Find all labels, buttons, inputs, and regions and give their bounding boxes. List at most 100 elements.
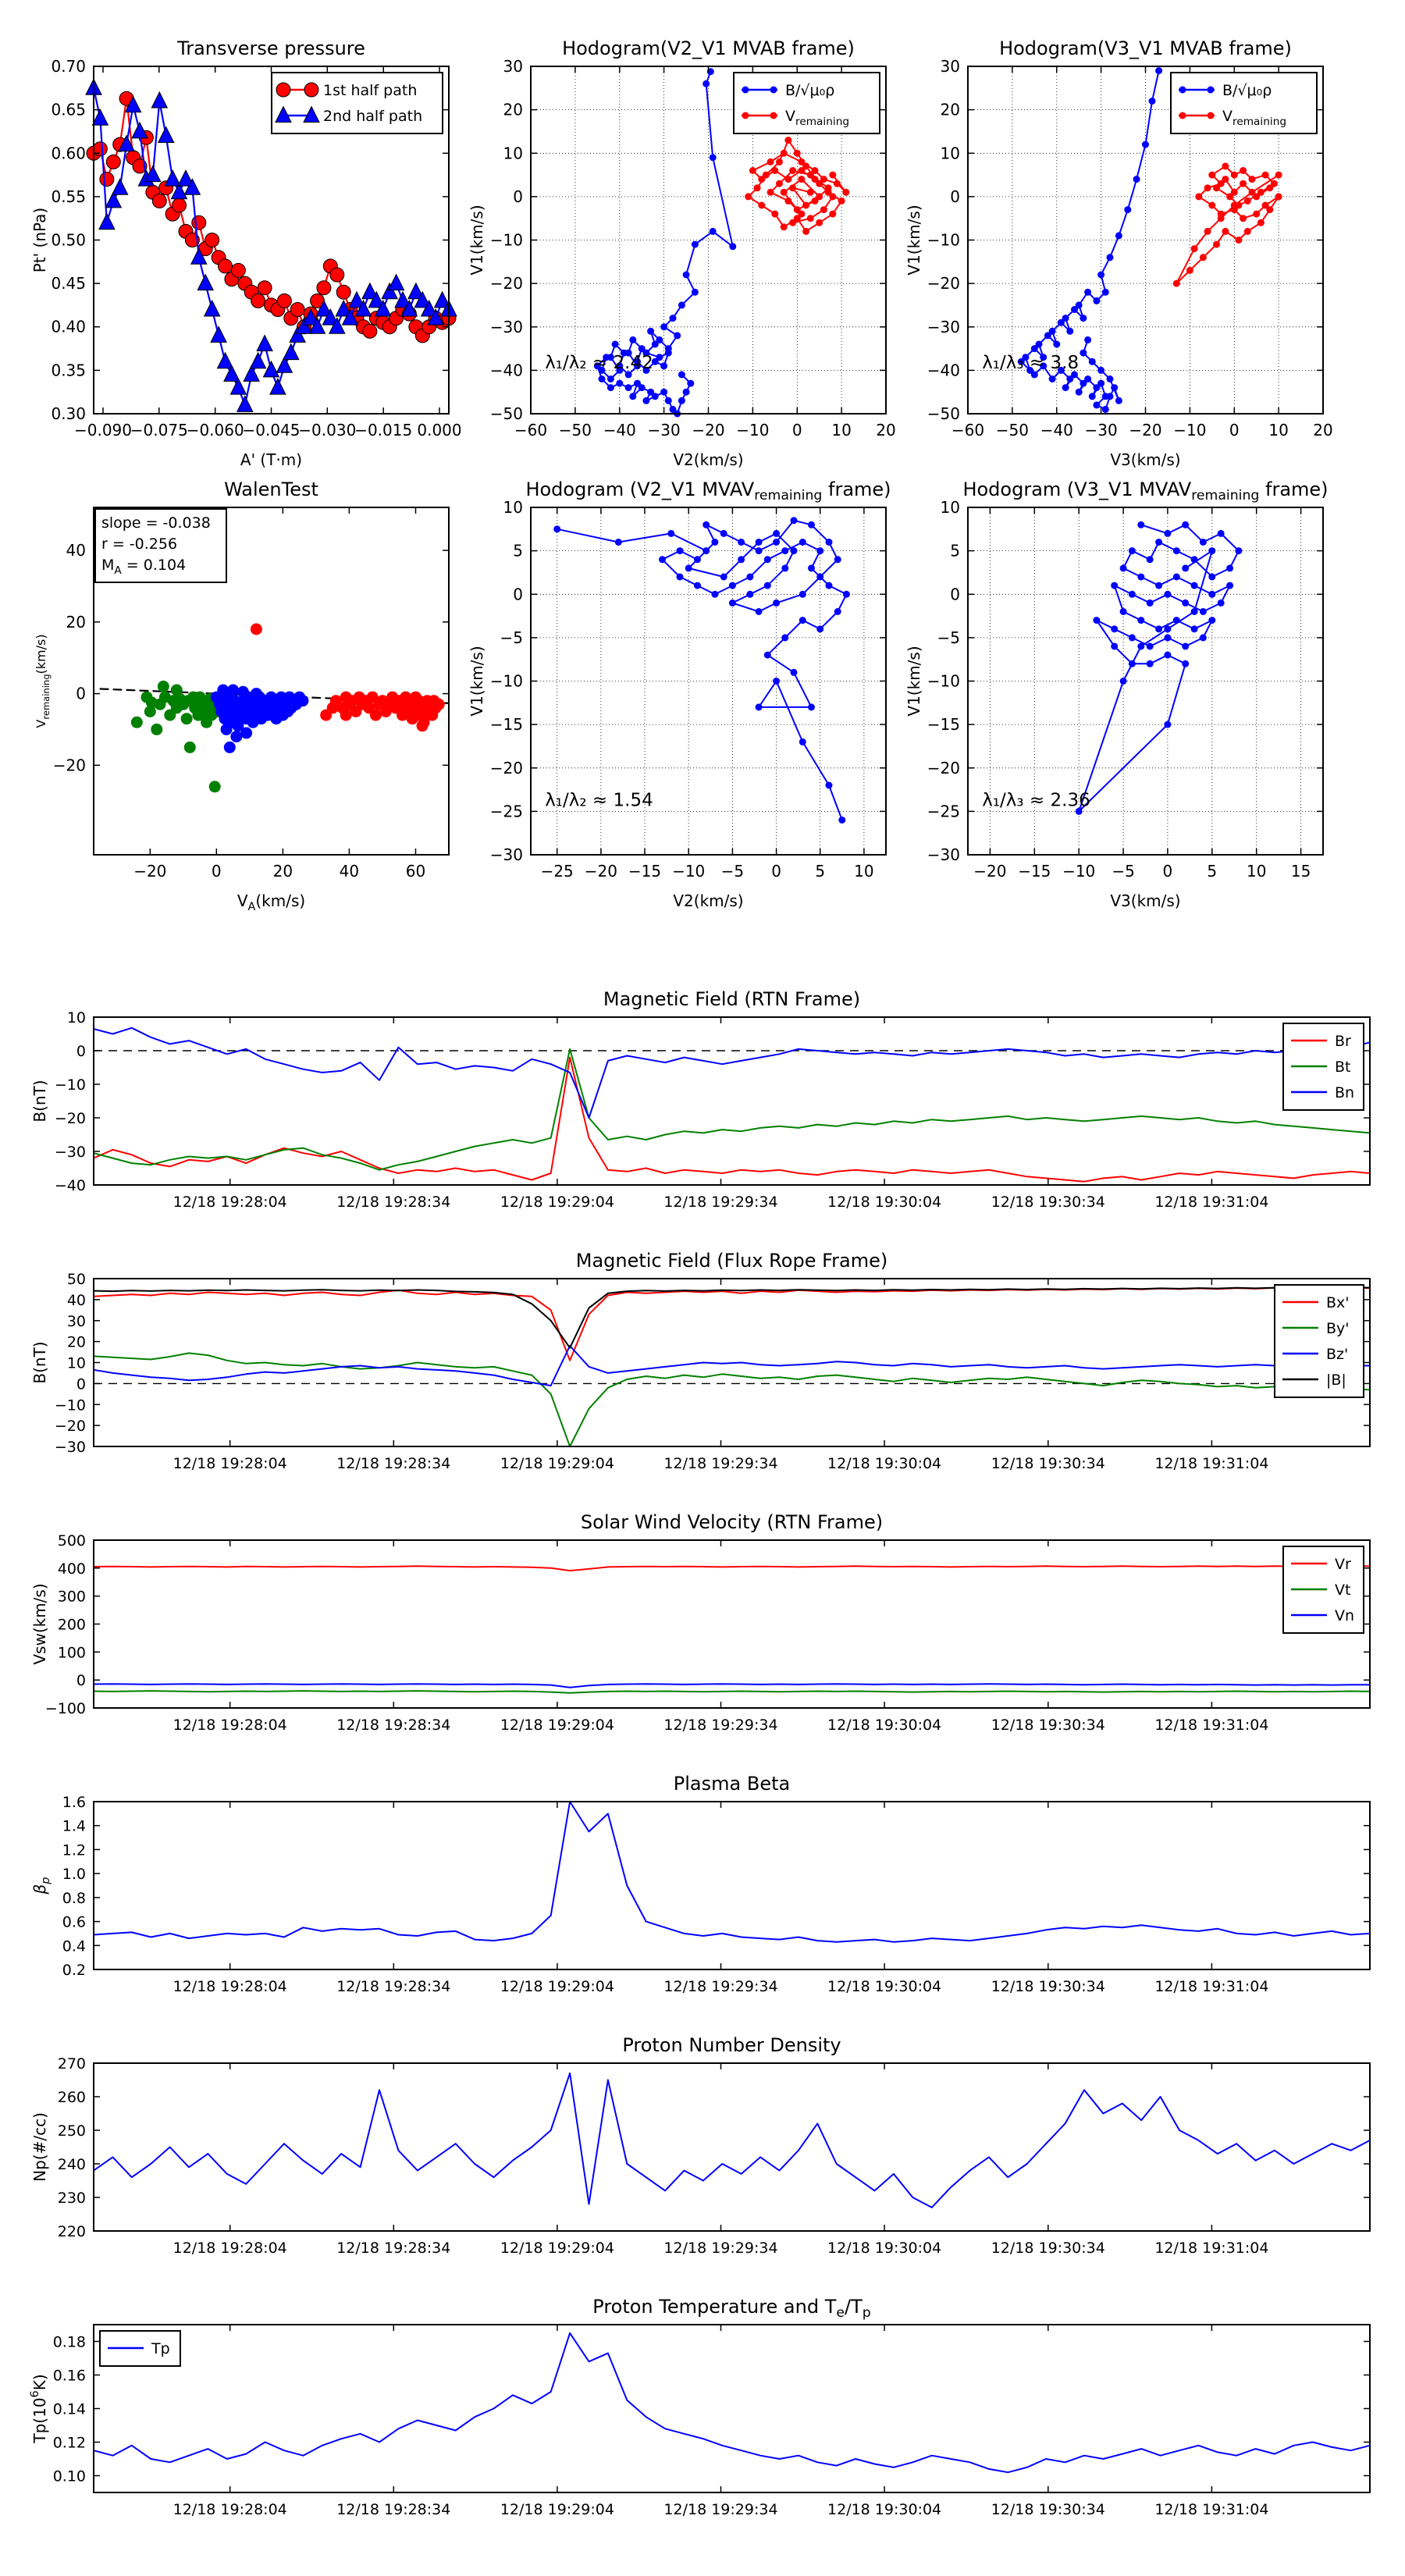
point-marker	[329, 267, 345, 283]
chart-element: 12/18 19:28:34	[336, 2501, 450, 2518]
chart-element: WalenTest	[224, 479, 318, 500]
transverse-pressure-chart: −0.090−0.075−0.060−0.045−0.030−0.015 0.00…	[30, 37, 461, 469]
y-axis-label: Tp(106K)	[29, 2374, 49, 2443]
magnetic-field-rtn-panel: 12/18 19:28:04 12/18 19:28:34 12/18 19:29:…	[16, 980, 1405, 1249]
point-marker	[227, 684, 240, 696]
chart-element: 5	[815, 862, 825, 881]
chart-element: 20	[876, 421, 895, 439]
x-tick-label: 12/18 19:30:04	[827, 1717, 941, 1734]
chart-element: 0	[771, 862, 781, 881]
point-marker	[651, 340, 659, 348]
solar-wind-velocity-panel: 12/18 19:28:04 12/18 19:28:34 12/18 19:29:…	[16, 1503, 1405, 1772]
chart-element	[93, 1286, 1371, 1361]
hodogram-v3v1-mvab-panel: −60 −50 −40 −30 −20 −10 0 10 20 30 20 10 0 −10 −20 −30−…	[890, 29, 1335, 492]
x-tick-label: 0	[1163, 862, 1173, 881]
chart-element: 40	[66, 541, 86, 560]
chart-element: 1st half path	[323, 82, 417, 99]
point-marker	[784, 176, 792, 183]
chart-element: 1.0	[62, 1866, 86, 1883]
chart-element: 0.16	[53, 2368, 86, 2385]
x-tick-label: −10	[1062, 862, 1095, 881]
chart-element: V	[237, 891, 248, 910]
chart-element: 12/18 19:30:34	[991, 1194, 1105, 1211]
chart-element: Tp(10	[30, 2397, 49, 2443]
legend: Bx' By' Bz' |B|	[1274, 1284, 1364, 1398]
chart-element	[733, 72, 880, 134]
point-marker	[776, 180, 783, 187]
point-marker	[208, 781, 221, 793]
point-marker	[798, 210, 806, 218]
point-marker	[1146, 660, 1154, 667]
point-marker	[728, 599, 736, 607]
point-marker	[758, 176, 766, 183]
point-marker	[620, 349, 628, 357]
y-tick-label: 270	[58, 2055, 86, 2073]
triangle-marker	[407, 282, 425, 300]
point-marker	[1022, 354, 1030, 361]
triangle-marker	[302, 308, 319, 326]
y-tick-label: −20	[490, 274, 523, 293]
point-marker	[629, 393, 637, 400]
legend-label: |B|	[1326, 1372, 1346, 1389]
chart-element	[93, 1286, 1371, 1349]
axes: −20 0 20 40 60 40 20 0 −20	[53, 507, 450, 881]
point-marker	[816, 193, 823, 201]
point-marker	[1057, 318, 1065, 326]
y-tick-label: −40	[55, 1177, 86, 1194]
point-marker	[1071, 306, 1078, 313]
point-marker	[642, 397, 650, 404]
point-marker	[1080, 379, 1087, 387]
point-marker	[773, 678, 781, 685]
x-tick-label: 12/18 19:31:04	[1154, 1455, 1268, 1472]
point-marker	[702, 80, 710, 87]
y-tick-label: 500	[58, 1532, 86, 1550]
point-marker	[1195, 193, 1203, 201]
chart-element: 0	[1163, 862, 1173, 881]
point-marker	[660, 323, 668, 331]
point-marker	[838, 817, 846, 824]
y-tick-label: 30	[941, 57, 960, 76]
x-tick-label: −0.045	[242, 421, 300, 439]
triangle-marker	[91, 109, 109, 126]
point-marker	[776, 158, 783, 165]
chart-element: 0.45	[51, 274, 86, 293]
x-tick-label: 20	[273, 862, 293, 881]
point-marker	[1208, 573, 1216, 581]
chart-element: λ₁/λ₃ ≈ 2.36	[982, 791, 1090, 811]
plot-box	[93, 1801, 1371, 1970]
point-marker	[183, 741, 196, 753]
point-marker	[816, 180, 823, 187]
chart-element: 0	[76, 1375, 86, 1393]
point-marker	[802, 201, 810, 209]
point-marker	[1248, 176, 1256, 183]
x-tick-label: −15	[628, 862, 661, 881]
triangle-marker	[420, 299, 438, 317]
chart-element: −60	[514, 421, 547, 439]
point-marker	[1106, 375, 1114, 382]
point-marker	[781, 547, 789, 555]
triangle-marker	[289, 326, 307, 343]
point-marker	[1048, 327, 1056, 335]
chart-element: Bt	[1335, 1059, 1350, 1076]
chart-element: 12/18 19:30:34	[991, 2240, 1105, 2257]
chart-element: 0.10	[53, 2468, 86, 2485]
point-marker	[656, 336, 663, 343]
x-tick-label: 12/18 19:29:04	[500, 2240, 614, 2257]
y-tick-label: 260	[58, 2089, 86, 2106]
y-tick-label: 400	[58, 1560, 86, 1578]
axes: −20 −15 −10 −5 0 5 10 15 10 5 0 −5 −10 −15 −20 −25 −30	[927, 498, 1324, 881]
proton-temperature-panel: 12/18 19:28:04 12/18 19:28:34 12/18 19:29:…	[16, 2287, 1405, 2556]
series-line2	[210, 684, 309, 753]
chart-element: Plasma Beta	[674, 1773, 790, 1795]
chart-element: 400	[58, 1560, 86, 1578]
axes: 12/18 19:28:04 12/18 19:28:34 12/18 19:29:…	[55, 1009, 1371, 1211]
point-marker	[838, 197, 845, 205]
triangle-marker	[368, 290, 386, 308]
point-marker	[1111, 582, 1119, 589]
chart-element: 0.70	[51, 57, 86, 76]
y-tick-label: −30	[490, 318, 523, 336]
y-tick-label: −20	[53, 756, 86, 774]
point-marker	[316, 280, 332, 296]
chart-element: 12/18 19:29:04	[500, 2240, 614, 2257]
x-tick-label: 12/18 19:30:04	[827, 1978, 941, 1995]
